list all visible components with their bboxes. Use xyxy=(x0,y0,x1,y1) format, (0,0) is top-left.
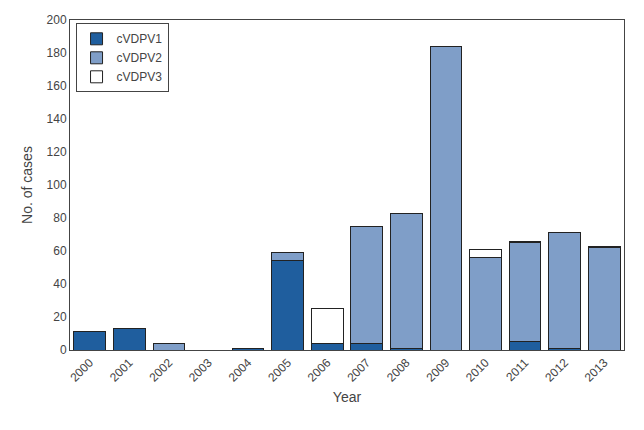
svg-text:40: 40 xyxy=(53,277,67,291)
svg-text:No. of cases: No. of cases xyxy=(19,146,35,224)
svg-text:160: 160 xyxy=(47,79,67,93)
svg-text:Year: Year xyxy=(333,389,362,405)
svg-text:2002: 2002 xyxy=(147,356,176,385)
svg-text:2012: 2012 xyxy=(542,356,571,385)
svg-text:80: 80 xyxy=(53,211,67,225)
svg-text:2010: 2010 xyxy=(463,356,492,385)
svg-text:2000: 2000 xyxy=(67,356,96,385)
svg-text:cVDPV2: cVDPV2 xyxy=(117,51,163,65)
svg-text:2004: 2004 xyxy=(226,356,255,385)
svg-text:60: 60 xyxy=(53,244,67,258)
svg-text:120: 120 xyxy=(47,145,67,159)
svg-text:2001: 2001 xyxy=(107,356,136,385)
svg-text:140: 140 xyxy=(47,112,67,126)
svg-text:2003: 2003 xyxy=(186,356,215,385)
svg-text:2006: 2006 xyxy=(305,356,334,385)
svg-text:2007: 2007 xyxy=(344,356,373,385)
svg-text:2009: 2009 xyxy=(424,356,453,385)
svg-text:cVDPV1: cVDPV1 xyxy=(117,32,163,46)
svg-text:0: 0 xyxy=(60,343,67,357)
svg-text:2008: 2008 xyxy=(384,356,413,385)
svg-text:2005: 2005 xyxy=(265,356,294,385)
svg-text:cVDPV3: cVDPV3 xyxy=(117,70,163,84)
svg-text:200: 200 xyxy=(47,13,67,27)
svg-text:2013: 2013 xyxy=(582,356,611,385)
svg-text:20: 20 xyxy=(53,310,67,324)
svg-text:180: 180 xyxy=(47,46,67,60)
svg-text:2011: 2011 xyxy=(503,356,531,384)
svg-text:100: 100 xyxy=(47,178,67,192)
